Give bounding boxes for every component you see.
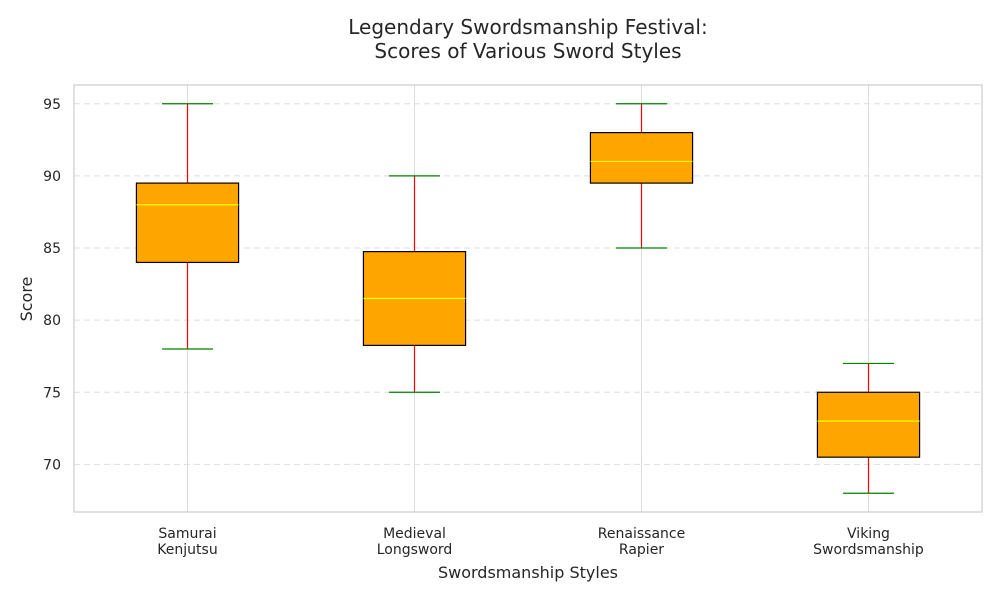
y-tick-label: 90 <box>43 169 61 185</box>
x-tick-label-line: Kenjutsu <box>157 542 217 558</box>
y-tick-label: 75 <box>43 385 61 401</box>
y-tick-label: 85 <box>43 241 61 257</box>
y-axis-label: Score <box>17 277 36 322</box>
x-tick-label-line: Rapier <box>619 542 664 558</box>
x-tick-label: Renaissance Rapier <box>598 526 685 558</box>
y-tick-labels: 70 75 80 85 90 95 <box>43 97 61 474</box>
x-tick-label: Samurai Kenjutsu <box>157 526 217 558</box>
x-tick-label-line: Swordsmanship <box>813 542 924 558</box>
x-tick-label-line: Medieval <box>383 526 446 542</box>
chart-title-line-1: Legendary Swordsmanship Festival: <box>348 15 707 39</box>
x-tick-label-line: Samurai <box>158 526 216 542</box>
x-tick-label-line: Viking <box>847 526 890 542</box>
y-tick-label: 95 <box>43 97 61 113</box>
box <box>135 182 240 264</box>
box <box>816 391 921 458</box>
boxes <box>135 103 921 494</box>
y-tick-label: 70 <box>43 457 61 473</box>
x-tick-label: Medieval Longsword <box>377 526 453 558</box>
y-tick-label: 80 <box>43 313 61 329</box>
x-tick-label-line: Renaissance <box>598 526 685 542</box>
plot-frame <box>73 84 983 513</box>
x-tick-labels: Samurai Kenjutsu Medieval Longsword Renaissa… <box>157 526 924 558</box>
x-axis-label: Swordsmanship Styles <box>438 563 618 582</box>
x-tick-label: Viking Swordsmanship <box>813 526 924 558</box>
box <box>589 132 694 184</box>
x-tick-label-line: Longsword <box>377 542 453 558</box>
chart-title-line-2: Scores of Various Sword Styles <box>374 39 681 63</box>
